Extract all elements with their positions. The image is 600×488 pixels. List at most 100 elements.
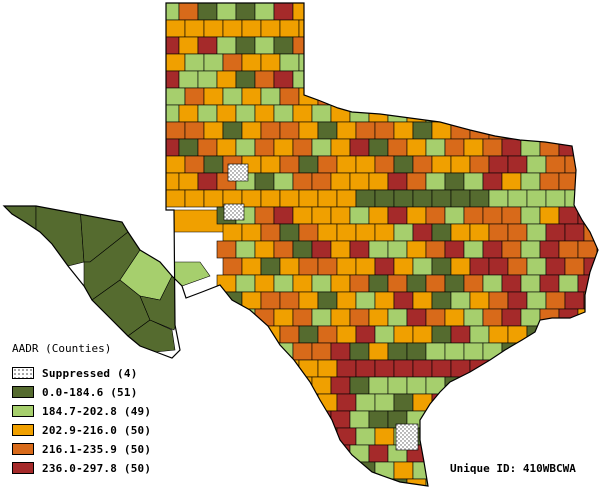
county bbox=[165, 427, 186, 446]
county bbox=[368, 308, 389, 327]
county bbox=[222, 257, 243, 276]
county bbox=[526, 189, 547, 208]
county bbox=[520, 376, 541, 395]
county bbox=[368, 342, 389, 361]
county bbox=[545, 325, 566, 344]
county bbox=[349, 206, 370, 225]
county bbox=[444, 308, 465, 327]
county bbox=[241, 359, 262, 378]
county bbox=[507, 121, 528, 140]
county bbox=[197, 478, 218, 486]
county bbox=[222, 19, 243, 38]
legend-swatch-class-1 bbox=[12, 386, 34, 398]
county bbox=[241, 223, 262, 242]
county bbox=[564, 393, 585, 412]
county bbox=[469, 223, 490, 242]
county bbox=[292, 376, 313, 395]
county bbox=[526, 223, 547, 242]
county bbox=[406, 138, 427, 157]
county bbox=[330, 104, 351, 123]
county bbox=[488, 223, 509, 242]
county bbox=[165, 155, 186, 174]
county bbox=[393, 393, 414, 412]
county bbox=[583, 53, 598, 72]
county bbox=[317, 223, 338, 242]
county bbox=[431, 53, 452, 72]
county bbox=[577, 70, 598, 89]
county bbox=[393, 121, 414, 140]
county bbox=[583, 87, 598, 106]
county bbox=[564, 325, 585, 344]
county bbox=[292, 206, 313, 225]
county bbox=[431, 19, 452, 38]
county bbox=[292, 478, 313, 486]
county bbox=[387, 376, 408, 395]
county bbox=[393, 19, 414, 38]
county bbox=[349, 172, 370, 191]
county bbox=[501, 36, 522, 55]
county bbox=[520, 3, 541, 21]
county bbox=[254, 376, 275, 395]
county bbox=[393, 291, 414, 310]
county bbox=[450, 189, 471, 208]
county bbox=[298, 427, 319, 446]
county bbox=[260, 87, 281, 106]
county bbox=[203, 121, 224, 140]
county bbox=[254, 410, 275, 429]
county bbox=[273, 3, 294, 21]
county bbox=[330, 172, 351, 191]
county bbox=[260, 461, 281, 480]
county bbox=[165, 19, 186, 38]
county bbox=[482, 138, 503, 157]
county bbox=[368, 240, 389, 259]
county bbox=[501, 70, 522, 89]
county bbox=[260, 53, 281, 72]
county bbox=[178, 444, 199, 463]
county bbox=[273, 36, 294, 55]
county bbox=[425, 376, 446, 395]
county bbox=[444, 274, 465, 293]
county bbox=[393, 257, 414, 276]
county bbox=[583, 155, 598, 174]
county bbox=[292, 410, 313, 429]
county bbox=[507, 189, 528, 208]
county bbox=[526, 257, 547, 276]
county bbox=[374, 87, 395, 106]
county bbox=[583, 291, 598, 310]
county bbox=[564, 257, 585, 276]
county bbox=[406, 36, 427, 55]
county bbox=[355, 155, 376, 174]
county bbox=[583, 189, 598, 208]
county bbox=[159, 172, 180, 191]
county bbox=[526, 87, 547, 106]
county bbox=[216, 36, 237, 55]
county bbox=[235, 342, 256, 361]
county bbox=[279, 19, 300, 38]
county bbox=[577, 376, 598, 395]
county bbox=[520, 172, 541, 191]
county bbox=[444, 70, 465, 89]
county bbox=[482, 104, 503, 123]
county bbox=[355, 19, 376, 38]
county bbox=[178, 104, 199, 123]
county bbox=[374, 325, 395, 344]
county bbox=[387, 478, 408, 486]
county bbox=[412, 257, 433, 276]
county bbox=[241, 87, 262, 106]
county bbox=[216, 104, 237, 123]
county bbox=[431, 461, 452, 480]
county bbox=[260, 121, 281, 140]
county bbox=[311, 70, 332, 89]
county bbox=[469, 393, 490, 412]
county bbox=[412, 19, 433, 38]
county bbox=[431, 393, 452, 412]
county bbox=[336, 427, 357, 446]
county bbox=[482, 172, 503, 191]
county bbox=[254, 70, 275, 89]
county bbox=[387, 308, 408, 327]
county bbox=[501, 138, 522, 157]
county bbox=[431, 359, 452, 378]
county bbox=[336, 189, 357, 208]
county bbox=[387, 36, 408, 55]
county bbox=[450, 155, 471, 174]
